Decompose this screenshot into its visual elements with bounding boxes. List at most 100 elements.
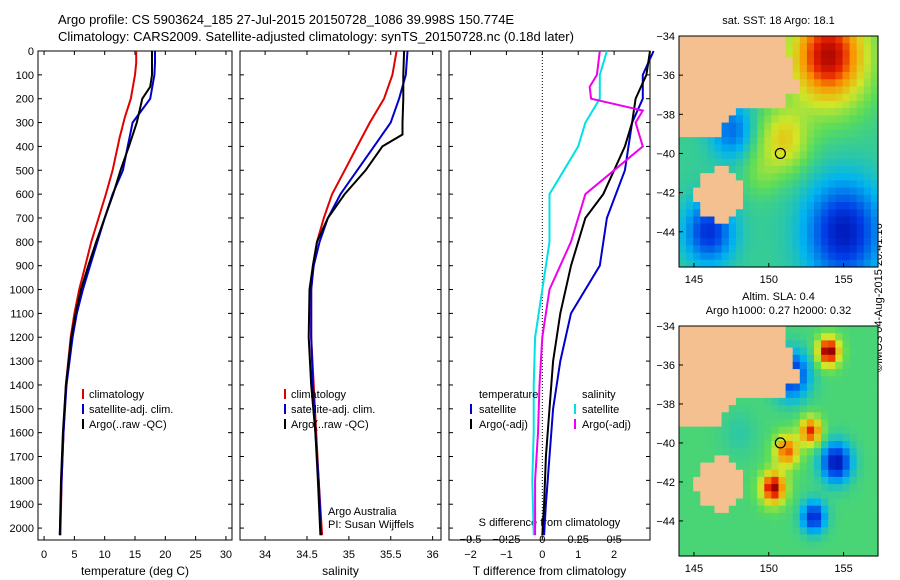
- map-cell: [792, 245, 801, 254]
- map-cell: [849, 64, 858, 73]
- map-cell: [679, 462, 687, 471]
- map-cell: [728, 354, 737, 363]
- map-cell: [771, 36, 780, 44]
- map-cell: [821, 484, 829, 492]
- map-cell: [728, 180, 737, 189]
- map-cell: [806, 376, 815, 385]
- map-cell: [835, 72, 844, 80]
- legend-label: satellite-adj. clim.: [89, 404, 173, 416]
- map-cell: [799, 527, 808, 536]
- map-cell: [856, 173, 865, 181]
- map-cell: [863, 158, 872, 167]
- map-cell: [814, 505, 822, 514]
- map-cell: [764, 534, 772, 543]
- map-cell: [835, 93, 844, 102]
- map-cell: [835, 245, 844, 254]
- legend-label: satellite: [582, 404, 619, 416]
- map-cell: [721, 151, 730, 160]
- map-cell: [757, 57, 765, 66]
- map-cell: [814, 72, 822, 80]
- map-cell: [700, 43, 708, 51]
- map-cell: [743, 455, 751, 464]
- map-cell: [728, 151, 737, 160]
- map-cell: [693, 476, 701, 485]
- map-cell: [700, 93, 708, 102]
- map-cell: [750, 426, 758, 435]
- map-cell: [750, 151, 758, 160]
- map-cell: [799, 151, 808, 160]
- x-tick-label: 10: [99, 549, 111, 561]
- map-cell: [679, 354, 687, 363]
- map-cell: [842, 534, 851, 543]
- map-cell: [743, 512, 751, 521]
- lat-tick-label: −34: [656, 31, 675, 43]
- map-cell: [750, 433, 758, 442]
- map-cell: [856, 202, 865, 210]
- map-cell: [778, 347, 787, 356]
- map-cell: [764, 245, 772, 254]
- map-cell: [849, 216, 858, 225]
- map-cell: [828, 252, 836, 261]
- map-cell: [735, 405, 744, 413]
- map-cell: [835, 230, 844, 239]
- map-cell: [735, 173, 744, 181]
- map-cell: [750, 548, 758, 557]
- map-cell: [743, 108, 751, 116]
- x-tick-label: 20: [159, 549, 171, 561]
- map-cell: [686, 165, 694, 174]
- map-cell: [735, 57, 744, 66]
- map-cell: [863, 144, 872, 153]
- map-cell: [750, 534, 758, 543]
- map-cell: [771, 194, 780, 203]
- panel-frame-temperature: [37, 50, 233, 541]
- map-cell: [686, 108, 694, 116]
- map-cell: [750, 144, 758, 153]
- map-cell: [771, 57, 780, 66]
- map-cell: [863, 534, 872, 543]
- map-cell: [728, 484, 737, 492]
- map-cell: [863, 369, 872, 377]
- map-cell: [821, 397, 829, 406]
- map-cell: [700, 86, 708, 95]
- map-cell: [693, 548, 701, 557]
- map-cell: [778, 259, 787, 268]
- map-cell: [856, 252, 865, 261]
- map-cell: [849, 326, 858, 334]
- map-cell: [870, 158, 879, 167]
- map-cell: [750, 216, 758, 225]
- map-cell: [728, 137, 737, 145]
- map-cell: [821, 137, 829, 145]
- map-cell: [700, 259, 708, 268]
- map-cell: [750, 194, 758, 203]
- map-cell: [821, 202, 829, 210]
- map-cell: [821, 122, 829, 131]
- map-cell: [757, 122, 765, 131]
- map-cell: [821, 369, 829, 377]
- map-cell: [814, 79, 822, 88]
- map-cell: [679, 426, 687, 435]
- map-cell: [799, 433, 808, 442]
- map-cell: [849, 43, 858, 51]
- map-cell: [806, 347, 815, 356]
- map-cell: [870, 108, 879, 116]
- map-cell: [707, 433, 716, 442]
- s-tick-label: −0.25: [493, 534, 521, 546]
- map-cell: [828, 72, 836, 80]
- map-cell: [799, 484, 808, 492]
- map-cell: [828, 462, 836, 471]
- map-cell: [721, 462, 730, 471]
- map-cell: [728, 93, 737, 102]
- map-cell: [721, 405, 730, 413]
- map-cell: [814, 158, 822, 167]
- map-cell: [799, 238, 808, 246]
- map-cell: [806, 491, 815, 500]
- map-cell: [764, 433, 772, 442]
- map-cell: [764, 498, 772, 507]
- map-cell: [778, 326, 787, 334]
- map-cell: [849, 129, 858, 138]
- map-cell: [785, 238, 794, 246]
- map-cell: [856, 433, 865, 442]
- map-cell: [799, 129, 808, 138]
- map-cell: [714, 50, 723, 59]
- series-line-salinity-argo--adj-: [534, 50, 645, 536]
